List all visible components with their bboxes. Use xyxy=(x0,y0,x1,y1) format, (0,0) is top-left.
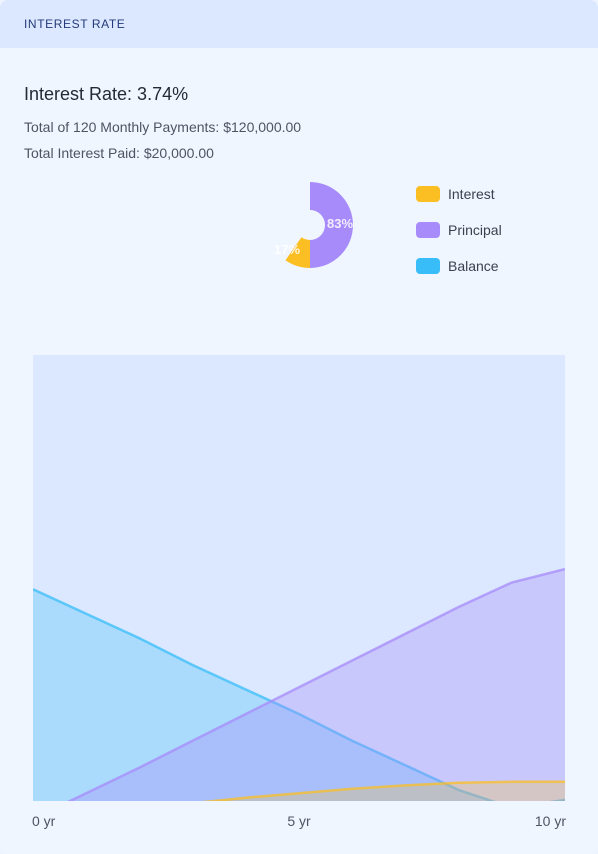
legend-label-balance: Balance xyxy=(448,258,499,274)
legend: Interest Principal Balance xyxy=(416,184,502,292)
area-principal[interactable] xyxy=(33,569,565,819)
legend-swatch-interest xyxy=(416,186,440,202)
donut-label-principal: 83% xyxy=(327,216,353,231)
total-payments-text: Total of 120 Monthly Payments: $120,000.… xyxy=(24,119,302,135)
summary: Interest Rate: 3.74% Total of 120 Monthl… xyxy=(24,84,301,171)
donut-slice-principal[interactable] xyxy=(310,182,353,268)
interest-rate-text: Interest Rate: 3.74% xyxy=(24,84,189,104)
legend-item-balance[interactable]: Balance xyxy=(416,256,502,276)
area-chart: 0 yr 5 yr 10 yr xyxy=(0,340,598,840)
line-interest[interactable] xyxy=(33,780,565,819)
card-title: INTEREST RATE xyxy=(24,17,126,31)
legend-swatch-principal xyxy=(416,222,440,238)
area-interest[interactable] xyxy=(33,781,565,819)
legend-item-interest[interactable]: Interest xyxy=(416,184,502,204)
donut-label-interest: 17% xyxy=(274,242,300,257)
total-interest-text: Total Interest Paid: $20,000.00 xyxy=(24,145,214,161)
legend-label-interest: Interest xyxy=(448,186,495,202)
x-tick-label: 10 yr xyxy=(535,813,566,829)
line-balance[interactable] xyxy=(33,588,565,808)
donut-slice-interest[interactable] xyxy=(285,237,310,268)
donut-chart: 17% 83% xyxy=(270,182,360,272)
legend-label-principal: Principal xyxy=(448,222,502,238)
x-tick-label: 5 yr xyxy=(287,813,311,829)
plot-area xyxy=(33,355,565,801)
line-principal[interactable] xyxy=(33,567,565,819)
x-tick-label: 0 yr xyxy=(32,813,56,829)
legend-item-principal[interactable]: Principal xyxy=(416,220,502,240)
area-balance[interactable] xyxy=(33,589,565,808)
card-header: INTEREST RATE xyxy=(0,0,598,48)
legend-swatch-balance xyxy=(416,258,440,274)
